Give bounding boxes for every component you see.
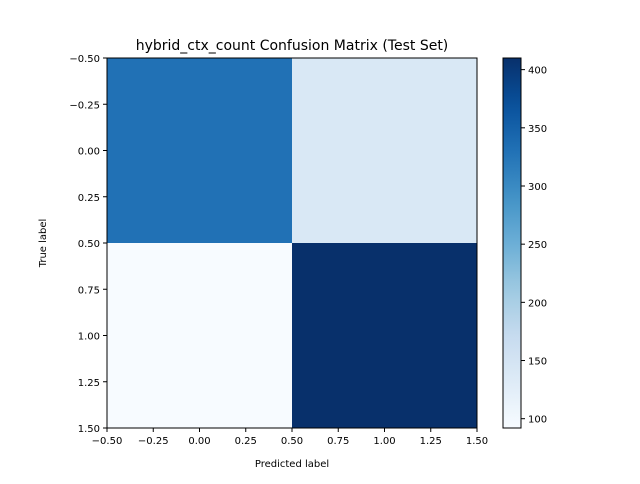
x-tick-label: −0.25 — [138, 436, 169, 447]
y-tick-label: 1.25 — [78, 378, 100, 389]
heatmap-cell-1-0 — [107, 243, 292, 428]
heatmap-cells — [107, 58, 477, 428]
heatmap-cell-1-1 — [292, 243, 477, 428]
heatmap-cell-0-1 — [292, 58, 477, 243]
y-tick-label: 0.75 — [78, 285, 100, 296]
y-axis-label: True label — [38, 219, 49, 269]
x-tick-label: 0.00 — [188, 436, 210, 447]
x-tick-label: 0.25 — [235, 436, 257, 447]
y-tick-label: −0.50 — [69, 54, 100, 65]
colorbar-axis: 100 150 200 250 300 350 400 — [521, 66, 547, 426]
x-axis-label: Predicted label — [255, 459, 329, 470]
colorbar-tick-label: 200 — [528, 298, 547, 309]
y-tick-label: 0.25 — [78, 193, 100, 204]
colorbar-tick-label: 300 — [528, 182, 547, 193]
x-tick-label: 1.25 — [420, 436, 442, 447]
y-axis: −0.50 −0.25 0.00 0.25 0.50 0.75 1.00 1.25 1.50 — [69, 54, 107, 435]
y-tick-label: 0.00 — [78, 147, 100, 158]
colorbar-frame — [502, 57, 522, 429]
x-tick-label: 0.50 — [281, 436, 303, 447]
y-tick-label: 1.00 — [78, 332, 100, 343]
y-tick-label: −0.25 — [69, 100, 100, 111]
x-tick-label: −0.50 — [92, 436, 123, 447]
chart-title: hybrid_ctx_count Confusion Matrix (Test … — [136, 38, 449, 54]
y-tick-label: 0.50 — [78, 239, 100, 250]
x-tick-label: 0.75 — [327, 436, 349, 447]
colorbar-tick-label: 400 — [528, 66, 547, 77]
colorbar-tick-label: 350 — [528, 124, 547, 135]
x-tick-label: 1.50 — [466, 436, 488, 447]
heatmap-cell-0-0 — [107, 58, 292, 243]
colorbar-tick-label: 150 — [528, 357, 547, 368]
colorbar — [503, 58, 521, 428]
y-tick-label: 1.50 — [78, 424, 100, 435]
colorbar-tick-label: 250 — [528, 240, 547, 251]
x-axis: −0.50 −0.25 0.00 0.25 0.50 0.75 1.00 1.25 1.50 — [92, 428, 488, 447]
colorbar-tick-label: 100 — [528, 415, 547, 426]
x-tick-label: 1.00 — [373, 436, 395, 447]
